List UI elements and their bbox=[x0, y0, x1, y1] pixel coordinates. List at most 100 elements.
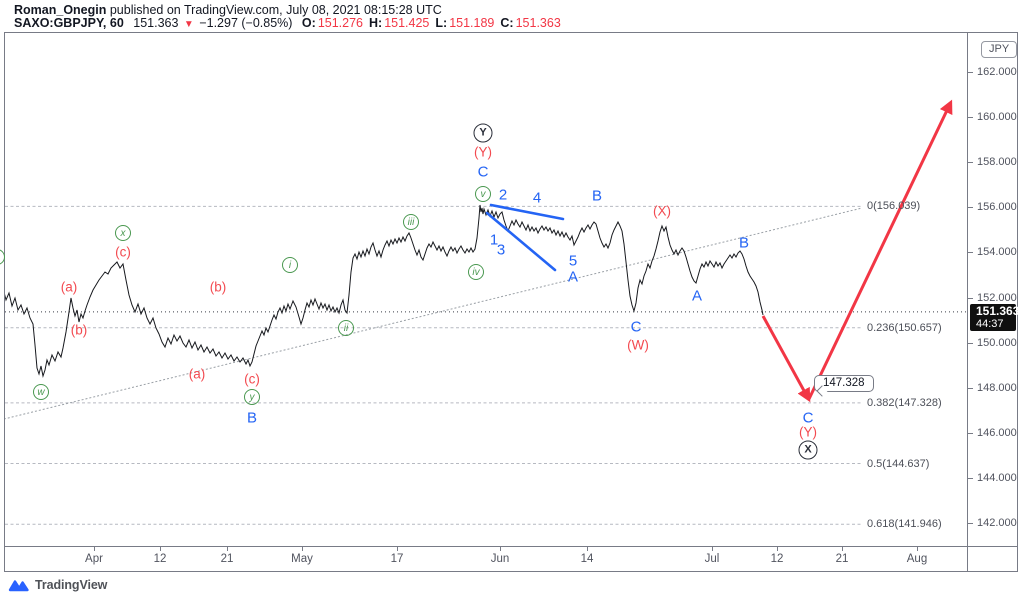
price-axis-label: 162.000 bbox=[977, 66, 1017, 78]
price-axis-label: 142.000 bbox=[977, 517, 1017, 529]
time-axis-tick bbox=[842, 547, 843, 551]
wave-label-iii: iii bbox=[403, 214, 419, 230]
price-axis-tick bbox=[968, 477, 973, 479]
tradingview-watermark[interactable]: TradingView bbox=[8, 577, 107, 592]
time-axis-tick bbox=[917, 547, 918, 551]
last-price-badge-value: 151.363 bbox=[976, 304, 1020, 318]
wave-label-5: 5 bbox=[568, 252, 578, 270]
time-axis-tick bbox=[777, 547, 778, 551]
wave-label-w: w bbox=[33, 384, 49, 400]
time-axis[interactable]: Apr 12 21 May 17 Jun 14 Jul 12 21 Aug bbox=[5, 547, 968, 571]
time-axis-tick bbox=[500, 547, 501, 551]
time-axis-tick bbox=[712, 547, 713, 551]
ohlc-label: C: bbox=[500, 16, 514, 30]
price-axis-tick bbox=[968, 207, 973, 209]
wave-label-v: v bbox=[475, 186, 491, 202]
price-axis-label: 150.000 bbox=[977, 336, 1017, 349]
price-axis-label: 160.000 bbox=[977, 111, 1017, 124]
price-axis-tick bbox=[968, 342, 973, 344]
wave-label-B: B bbox=[246, 409, 258, 427]
price-axis-tick bbox=[968, 117, 973, 119]
wave-label-(X): (X) bbox=[653, 203, 671, 219]
time-axis-tick bbox=[94, 547, 95, 551]
wave-label-(c): (c) bbox=[244, 371, 260, 387]
price-axis-tick bbox=[968, 523, 973, 524]
wave-label-x: x bbox=[115, 225, 131, 241]
price-axis-label: 156.000 bbox=[977, 201, 1017, 214]
price-axis-tick bbox=[968, 297, 973, 299]
price-axis-label: 152.000 bbox=[977, 291, 1017, 304]
price-axis-label: 148.000 bbox=[977, 381, 1017, 394]
price-axis-label: 154.000 bbox=[977, 246, 1017, 259]
price-axis-label: 144.000 bbox=[977, 471, 1017, 484]
plot-canvas[interactable]: 0(156.039) 0.236(150.657) 0.382(147.328) 0.… bbox=[5, 33, 968, 547]
time-axis-label: 12 bbox=[153, 553, 167, 565]
ohlc-value: 151.276 bbox=[317, 16, 363, 30]
wave-label-iv: iv bbox=[468, 264, 484, 280]
fib-level-label: 0.236(150.657) bbox=[867, 321, 942, 334]
wave-label-(W): (W) bbox=[627, 337, 649, 353]
wave-label-(b): (b) bbox=[70, 322, 88, 338]
published-text: published on TradingView.com, July 08, 2… bbox=[106, 3, 442, 17]
price-axis-tick bbox=[968, 387, 973, 389]
wave-label-Y: Y bbox=[473, 123, 493, 143]
wave-label-1: 1 bbox=[489, 231, 499, 249]
wave-label-y: y bbox=[244, 389, 260, 405]
direction-down-icon: ▼ bbox=[183, 19, 194, 30]
fib-level-label: 0.5(144.637) bbox=[867, 457, 930, 470]
wave-label-C: C bbox=[802, 409, 814, 427]
ohlc-value: 151.363 bbox=[515, 16, 561, 30]
ascending-trendline bbox=[5, 207, 863, 420]
ohlc-label: H: bbox=[369, 16, 383, 30]
time-axis-label: May bbox=[291, 553, 313, 565]
price-axis-tick bbox=[968, 72, 973, 73]
triangle-pattern-lines bbox=[485, 203, 565, 272]
ohlc-value: 151.425 bbox=[384, 16, 430, 30]
tradingview-logo-icon bbox=[8, 580, 29, 592]
projection-arrows bbox=[761, 99, 953, 403]
last-price: 151.363 bbox=[133, 16, 179, 30]
time-axis-tick bbox=[160, 547, 161, 551]
time-axis-tick bbox=[227, 547, 228, 551]
fib-level-label: 0.618(141.946) bbox=[867, 518, 942, 531]
wave-label-A: A bbox=[567, 268, 579, 286]
wave-label-B: B bbox=[591, 187, 603, 205]
header-line-2: SAXO:GBPJPY, 60 151.363 ▼ −1.297 (−0.85%… bbox=[14, 16, 561, 30]
fib-retracement-lines bbox=[5, 205, 863, 525]
time-axis-label: 17 bbox=[390, 553, 404, 565]
time-axis-tick bbox=[397, 547, 398, 551]
wave-label-i: i bbox=[282, 257, 298, 273]
wave-label-A: A bbox=[691, 287, 703, 305]
author-name[interactable]: Roman_Onegin bbox=[14, 3, 107, 17]
tradingview-watermark-text: TradingView bbox=[35, 577, 108, 592]
last-price-badge: 151.363 44:37 bbox=[970, 304, 1020, 331]
time-axis-label: 12 bbox=[770, 553, 784, 565]
price-axis-label: 146.000 bbox=[977, 426, 1017, 439]
header-line-1: Roman_Onegin published on TradingView.co… bbox=[14, 3, 442, 17]
bar-countdown: 44:37 bbox=[976, 318, 1004, 330]
chart-frame: 0(156.039) 0.236(150.657) 0.382(147.328) 0.… bbox=[4, 32, 1020, 572]
ohlc-label: O: bbox=[301, 16, 316, 30]
time-axis-label: 14 bbox=[580, 553, 594, 565]
time-axis-tick bbox=[302, 547, 303, 551]
wave-label-C: C bbox=[477, 163, 489, 181]
currency-badge: JPY bbox=[981, 41, 1018, 58]
axis-corner bbox=[968, 547, 1017, 571]
wave-label-X: X bbox=[798, 440, 818, 460]
chart-canvas-svg bbox=[5, 99, 967, 525]
fib-level-label: 0.382(147.328) bbox=[867, 396, 942, 409]
fib-level-label: 0(156.039) bbox=[867, 200, 921, 213]
wave-label-(a): (a) bbox=[188, 366, 206, 382]
price-series-line bbox=[5, 204, 764, 378]
ohlc-value: 151.189 bbox=[449, 16, 495, 30]
wave-label-(c): (c) bbox=[115, 244, 131, 260]
time-axis-label: 21 bbox=[220, 553, 234, 565]
price-axis-label: 158.000 bbox=[977, 156, 1017, 169]
price-axis-tick bbox=[968, 252, 973, 254]
price-axis[interactable]: JPY 151.363 44:37 162.000 160.000 158.000 1… bbox=[968, 33, 1020, 547]
time-axis-label: Aug bbox=[906, 553, 928, 565]
wave-label-ii: ii bbox=[338, 320, 354, 336]
wave-label-(b): (b) bbox=[209, 279, 227, 295]
price-callout: 147.328 bbox=[814, 375, 874, 397]
